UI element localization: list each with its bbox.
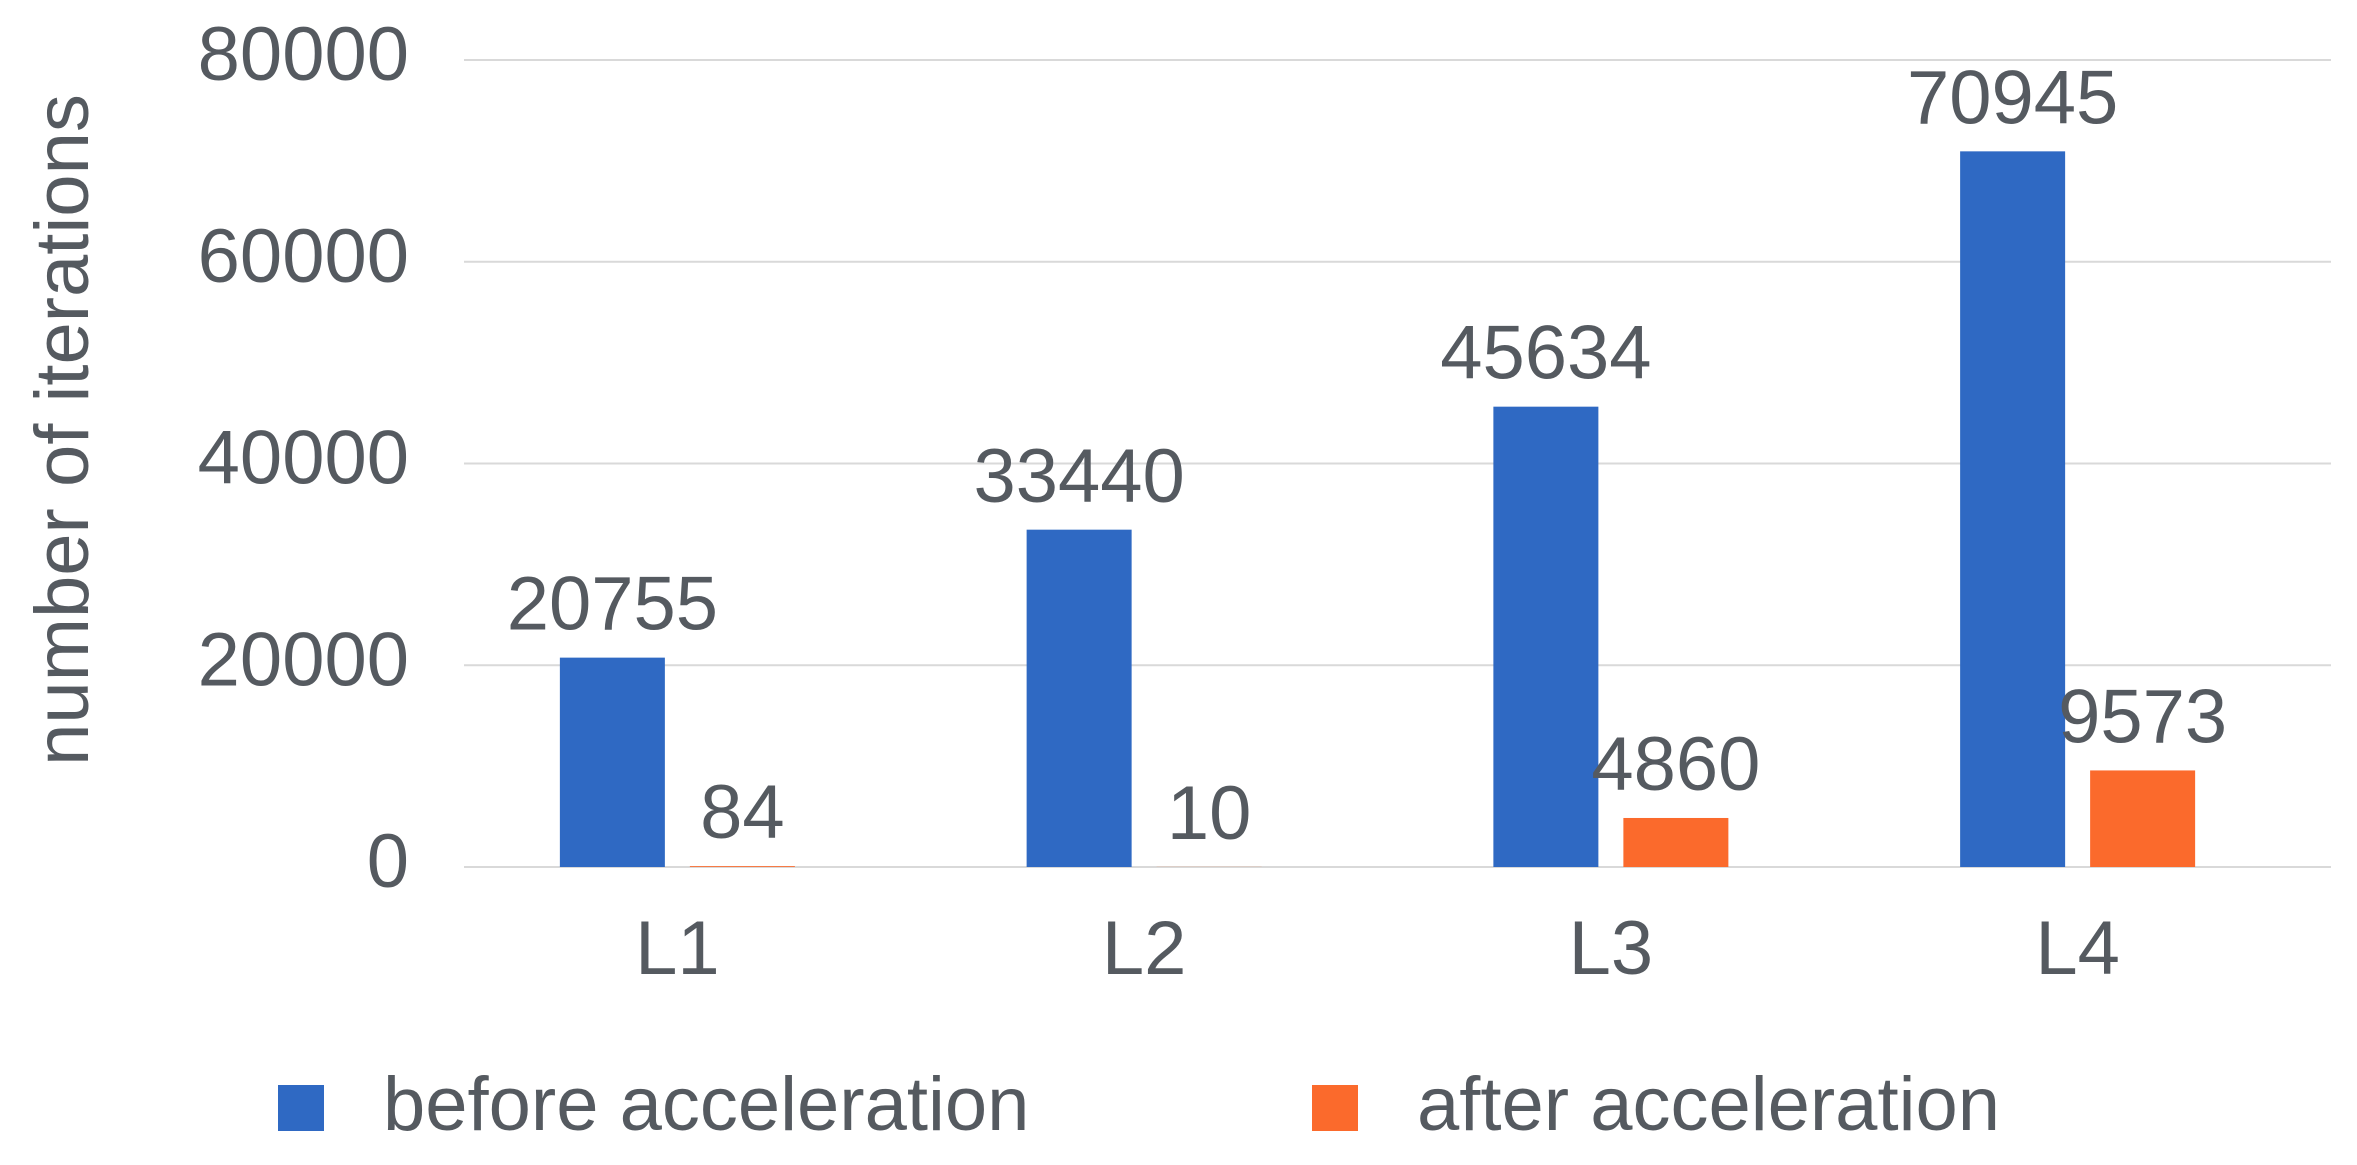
x-tick-label: L1: [635, 906, 720, 991]
bar: [559, 657, 665, 867]
y-axis-title: number of iterations: [20, 94, 105, 766]
data-label: 84: [700, 770, 785, 855]
legend-label: after acceleration: [1417, 1062, 2000, 1147]
bar: [1026, 529, 1132, 867]
bar: [2090, 770, 2196, 867]
x-tick-label: L4: [2035, 906, 2120, 991]
data-label: 10: [1167, 771, 1252, 856]
y-tick-label: 40000: [198, 416, 409, 501]
x-tick-label: L2: [1102, 906, 1187, 991]
data-label: 33440: [973, 434, 1184, 519]
bar: [1960, 151, 2066, 868]
bar: [1623, 817, 1729, 867]
x-tick-label: L3: [1569, 906, 1654, 991]
data-label: 20755: [507, 562, 718, 647]
y-tick-label: 0: [367, 819, 409, 904]
data-label: 9573: [2058, 675, 2227, 760]
data-label: 70945: [1907, 55, 2118, 140]
legend-swatch: [1312, 1085, 1358, 1131]
data-label: 4860: [1591, 722, 1760, 807]
y-tick-label: 80000: [198, 12, 409, 97]
y-tick-label: 20000: [198, 617, 409, 702]
legend-label: before acceleration: [383, 1062, 1029, 1147]
legend-swatch: [278, 1085, 324, 1131]
bar: [689, 866, 795, 867]
bar: [1493, 406, 1599, 867]
y-tick-label: 60000: [198, 214, 409, 299]
data-label: 45634: [1440, 311, 1651, 396]
